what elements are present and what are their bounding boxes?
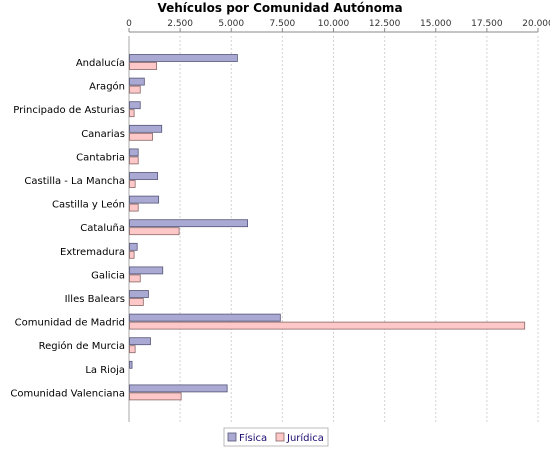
category-label: Galicia: [91, 270, 125, 281]
bar-fisica: [129, 219, 249, 228]
bar-fisica: [129, 172, 159, 180]
x-tick-label: 2.500: [167, 19, 193, 29]
category-labels: Andalucía Aragón Principado de Asturias Can…: [10, 57, 125, 399]
bar-juridica: [129, 203, 139, 212]
legend-swatch-juridica: [275, 432, 285, 442]
x-tick-label: 10.000: [318, 19, 350, 29]
bar-juridica: [129, 156, 139, 165]
bar-juridica: [129, 250, 135, 259]
category-label: Castilla - La Mancha: [24, 176, 125, 187]
category-label: Canarias: [81, 129, 125, 140]
bar-juridica: [129, 132, 153, 141]
x-tick-label: 0: [126, 19, 132, 29]
legend[interactable]: Física Jurídica: [223, 427, 329, 447]
bar-fisica: [129, 242, 138, 251]
bar-fisica: [129, 54, 238, 62]
bar-juridica: [129, 298, 144, 306]
bar-fisica: [129, 290, 149, 298]
category-label: Illes Balears: [65, 294, 125, 305]
x-tick-label: 12.500: [369, 19, 401, 29]
legend-label-juridica: Jurídica: [286, 432, 324, 444]
category-label: Principado de Asturias: [13, 105, 125, 116]
x-axis: 0 2.500 5.000 7.500 10.000 12.500 15.000 17.500…: [126, 19, 550, 422]
x-tick-label: 15.000: [420, 19, 452, 29]
bar-juridica: [129, 321, 526, 330]
bar-fisica: [129, 313, 281, 322]
bar-juridica: [129, 62, 158, 70]
bar-fisica: [129, 384, 228, 393]
bar-juridica: [129, 227, 180, 236]
category-label: Comunidad Valenciana: [10, 388, 125, 399]
legend-swatch-fisica: [227, 432, 237, 442]
bar-juridica: [129, 274, 141, 283]
category-label: Andalucía: [76, 57, 125, 69]
category-label: Región de Murcia: [39, 340, 125, 352]
bar-fisica: [129, 360, 133, 369]
bar-fisica: [129, 195, 160, 204]
bar-fisica: [129, 148, 139, 157]
category-label: La Rioja: [85, 365, 125, 376]
legend-label-fisica: Física: [239, 432, 267, 444]
bar-juridica: [129, 392, 182, 401]
bar-fisica: [129, 337, 151, 346]
bar-fisica: [129, 266, 164, 275]
bar-juridica: [129, 180, 136, 188]
x-tick-label: 7.500: [269, 19, 295, 29]
category-label: Cataluña: [80, 223, 125, 234]
grid: [179, 36, 539, 422]
bar-fisica: [129, 77, 145, 86]
category-label: Extremadura: [60, 247, 125, 258]
x-tick-label: 5.000: [218, 19, 244, 29]
bar-juridica: [129, 85, 141, 94]
category-label: Comunidad de Madrid: [15, 318, 125, 329]
category-label: Cantabria: [76, 152, 125, 163]
chart-title: Vehículos por Comunidad Autónoma: [157, 1, 402, 15]
bar-fisica: [129, 124, 163, 133]
bar-fisica: [129, 101, 141, 110]
bar-juridica: [129, 109, 135, 118]
bars: [129, 54, 526, 401]
x-tick-label: 20.000: [522, 19, 550, 29]
category-label: Aragón: [89, 81, 125, 93]
category-label: Castilla y León: [52, 199, 125, 211]
x-tick-label: 17.500: [471, 19, 503, 29]
bar-juridica: [129, 345, 136, 354]
